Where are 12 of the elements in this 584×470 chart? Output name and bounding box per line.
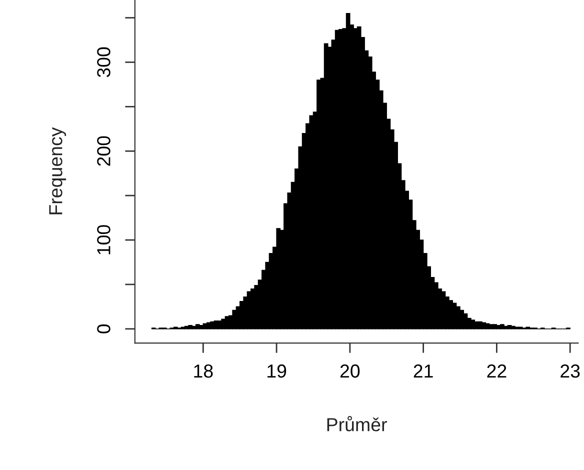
x-axis-title: Průměr <box>327 416 387 432</box>
x-tick-label: 20 <box>340 364 360 378</box>
x-tick-label: 23 <box>560 364 580 378</box>
y-axis-title: Frequency <box>49 127 66 214</box>
x-tick-label: 21 <box>414 364 433 378</box>
y-tick-label: 100 <box>97 225 110 254</box>
y-tick-label: 200 <box>97 136 110 166</box>
x-tick-label: 22 <box>487 364 506 378</box>
y-tick-label: 300 <box>97 47 110 78</box>
x-tick-label: 19 <box>268 364 286 378</box>
y-tick-label: 0 <box>97 324 110 334</box>
x-tick-label: 18 <box>194 364 213 378</box>
